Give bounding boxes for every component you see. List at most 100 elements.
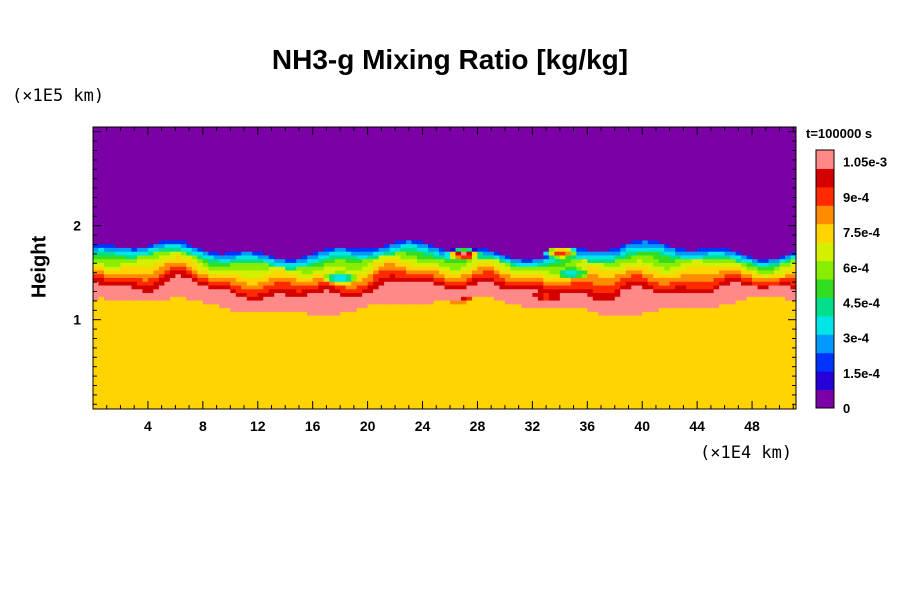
heatmap-cell (691, 345, 698, 350)
heatmap-cell (614, 292, 621, 297)
heatmap-cell (537, 266, 544, 271)
heatmap-cell (296, 341, 303, 346)
heatmap-cell (763, 401, 770, 406)
heatmap-cell (625, 281, 632, 286)
heatmap-cell (439, 330, 446, 335)
heatmap-cell (103, 348, 111, 354)
heatmap-cell (274, 337, 281, 342)
heatmap-cell (164, 315, 171, 320)
heatmap-cell (241, 269, 248, 275)
heatmap-cell (713, 367, 720, 372)
heatmap-cell (422, 352, 429, 357)
heatmap-cell (669, 299, 676, 305)
heatmap-cell (526, 397, 533, 403)
heatmap-cell (351, 299, 358, 305)
heatmap-cell (664, 296, 671, 301)
heatmap-cell (603, 378, 610, 384)
heatmap-cell (488, 337, 495, 342)
heatmap-cell (93, 322, 100, 327)
heatmap-cell (521, 266, 528, 271)
heatmap-cell (642, 315, 649, 320)
heatmap-cell (460, 333, 468, 339)
heatmap-cell (768, 322, 775, 327)
heatmap-cell (702, 322, 709, 327)
heatmap-cell (439, 397, 446, 403)
heatmap-cell (587, 386, 594, 391)
heatmap-cell (658, 262, 665, 267)
heatmap-cell (499, 367, 506, 372)
heatmap-cell (400, 345, 407, 350)
heatmap-cell (559, 266, 566, 271)
heatmap-cell (603, 363, 610, 369)
heatmap-cell (449, 333, 457, 339)
heatmap-cell (274, 284, 281, 290)
heatmap-cell (318, 269, 325, 275)
heatmap-cell (730, 330, 737, 335)
heatmap-cell (790, 281, 796, 286)
heatmap-cell (235, 352, 242, 357)
heatmap-cell (213, 390, 220, 395)
heatmap-cell (329, 356, 336, 361)
heatmap-cell (526, 382, 533, 388)
heatmap-cell (235, 284, 242, 290)
heatmap-cell (752, 367, 759, 372)
heatmap-cell (356, 386, 363, 391)
heatmap-cell (164, 281, 171, 286)
heatmap-cell (433, 277, 440, 282)
heatmap-cell (384, 281, 391, 286)
heatmap-cell (323, 397, 330, 403)
heatmap-cell (570, 307, 577, 312)
heatmap-cell (263, 401, 270, 406)
heatmap-cell (449, 352, 457, 357)
heatmap-cell (406, 386, 413, 391)
heatmap-cell (664, 281, 671, 286)
heatmap-cell (312, 348, 319, 354)
heatmap-cell (406, 266, 413, 271)
heatmap-cell (257, 401, 264, 406)
heatmap-cell (428, 390, 435, 395)
heatmap-cell (208, 397, 215, 403)
heatmap-cell (175, 378, 182, 384)
heatmap-cell (647, 397, 654, 403)
heatmap-cell (329, 303, 336, 309)
heatmap-cell (142, 393, 149, 399)
heatmap-cell (779, 382, 786, 388)
heatmap-cell (246, 299, 253, 305)
heatmap-cell (307, 390, 314, 395)
heatmap-cell (719, 269, 726, 275)
heatmap-cell (768, 299, 775, 305)
heatmap-cell (702, 326, 709, 331)
heatmap-cell (98, 269, 105, 275)
heatmap-cell (351, 284, 358, 290)
heatmap-cell (246, 266, 253, 271)
heatmap-cell (180, 341, 187, 346)
heatmap-cell (274, 292, 281, 297)
heatmap-cell (774, 269, 781, 275)
heatmap-cell (125, 401, 133, 406)
heatmap-cell (93, 330, 100, 335)
heatmap-cell (620, 378, 627, 384)
heatmap-cell (719, 401, 726, 406)
heatmap-cell (345, 371, 352, 376)
heatmap-cell (142, 401, 149, 406)
heatmap-cell (471, 356, 479, 361)
heatmap-cell (559, 360, 566, 365)
heatmap-cell (93, 378, 100, 384)
heatmap-cell (570, 273, 577, 278)
heatmap-cell (301, 284, 308, 290)
heatmap-cell (592, 405, 599, 409)
heatmap-cell (296, 330, 303, 335)
heatmap-cell (697, 322, 704, 327)
heatmap-cell (296, 333, 303, 339)
heatmap-cell (570, 318, 577, 324)
heatmap-cell (658, 266, 665, 271)
heatmap-cell (202, 405, 209, 409)
heatmap-cell (746, 386, 753, 391)
heatmap-cell (609, 333, 616, 339)
heatmap-cell (428, 393, 435, 399)
heatmap-cell (169, 337, 176, 342)
heatmap-cell (180, 363, 187, 369)
heatmap-cell (449, 382, 457, 388)
heatmap-cell (175, 375, 182, 380)
heatmap-cell (708, 281, 715, 286)
